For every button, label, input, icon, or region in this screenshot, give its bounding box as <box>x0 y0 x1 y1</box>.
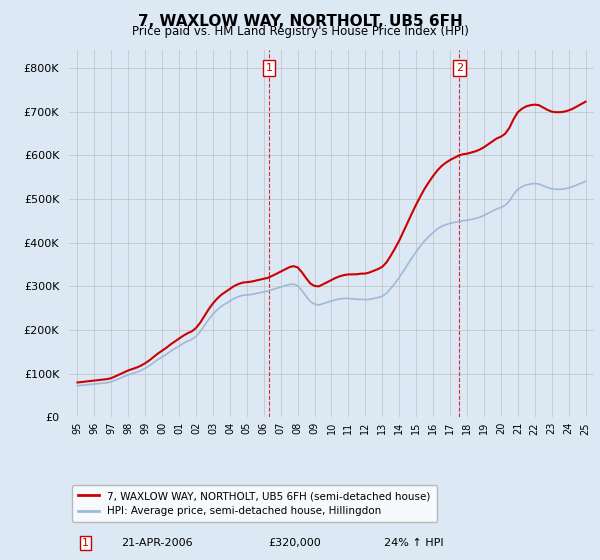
Text: 1: 1 <box>266 63 272 73</box>
Text: 2: 2 <box>456 63 463 73</box>
Legend: 7, WAXLOW WAY, NORTHOLT, UB5 6FH (semi-detached house), HPI: Average price, semi: 7, WAXLOW WAY, NORTHOLT, UB5 6FH (semi-d… <box>71 485 437 522</box>
Text: Price paid vs. HM Land Registry's House Price Index (HPI): Price paid vs. HM Land Registry's House … <box>131 25 469 38</box>
Text: 24% ↑ HPI: 24% ↑ HPI <box>384 538 443 548</box>
Text: £320,000: £320,000 <box>269 538 321 548</box>
Text: 1: 1 <box>82 538 89 548</box>
Text: 21-APR-2006: 21-APR-2006 <box>121 538 193 548</box>
Text: 7, WAXLOW WAY, NORTHOLT, UB5 6FH: 7, WAXLOW WAY, NORTHOLT, UB5 6FH <box>137 14 463 29</box>
